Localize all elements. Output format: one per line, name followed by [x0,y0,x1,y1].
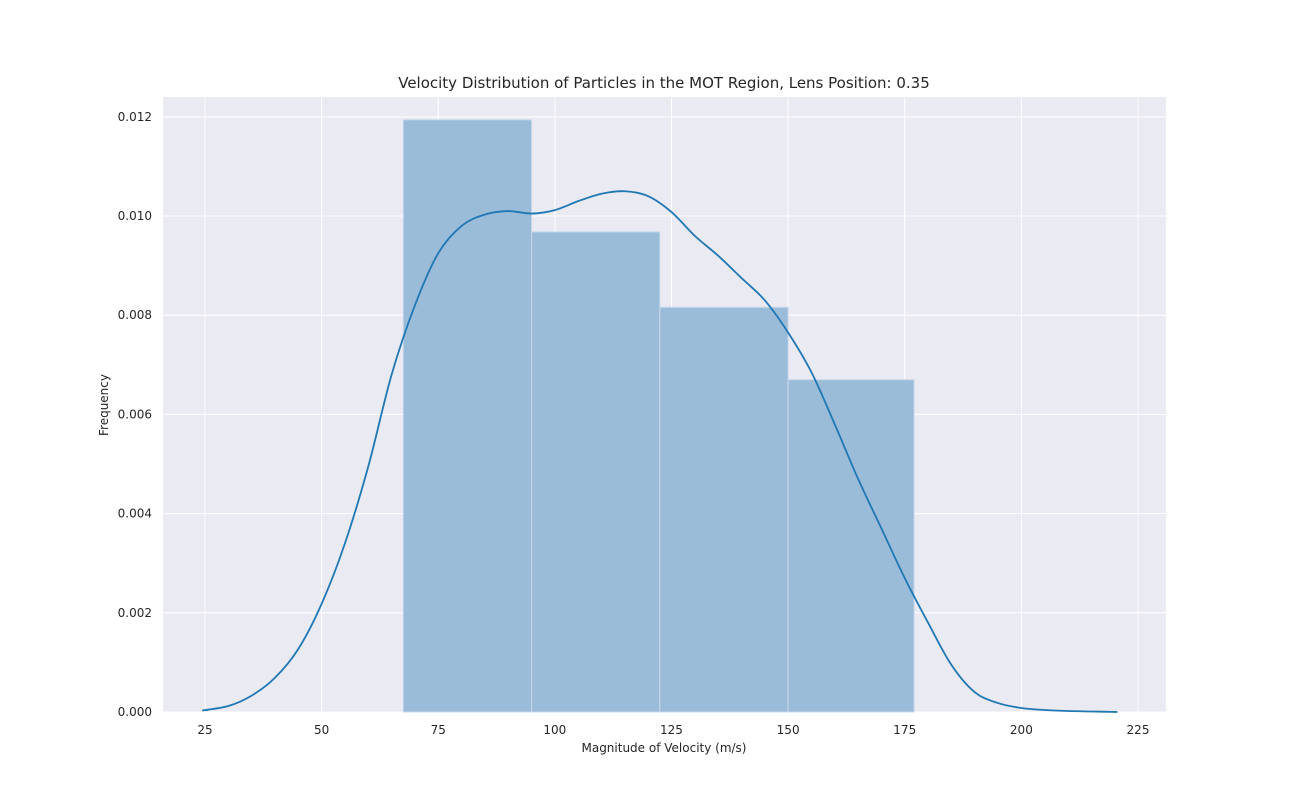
y-tick-labels: 0.000 0.002 0.004 0.006 0.008 0.010 0.012 [118,110,152,719]
histogram-bars [402,119,915,713]
y-tick-label: 0.000 [118,705,152,719]
x-tick-label: 150 [777,723,800,737]
x-tick-label: 125 [660,723,683,737]
x-tick-label: 75 [431,723,446,737]
y-tick-label: 0.010 [118,209,152,223]
x-tick-label: 225 [1127,723,1150,737]
x-tick-label: 175 [893,723,916,737]
y-tick-label: 0.008 [118,308,152,322]
y-tick-label: 0.002 [118,606,152,620]
y-tick-label: 0.012 [118,110,152,124]
histogram-bar [787,379,915,713]
x-tick-label: 200 [1010,723,1033,737]
y-axis-label: Frequency [97,374,111,436]
histogram-bar [531,231,661,713]
x-tick-label: 50 [314,723,329,737]
y-tick-label: 0.006 [118,407,152,421]
x-tick-labels: 25 50 75 100 125 150 175 200 225 [197,723,1149,737]
histogram-bar [402,119,533,713]
histogram-bar [659,306,789,713]
y-tick-label: 0.004 [118,507,152,521]
x-tick-label: 25 [197,723,212,737]
kde-curve [202,190,1118,713]
chart-title: Velocity Distribution of Particles in th… [398,74,930,92]
x-tick-label: 100 [543,723,566,737]
x-axis-label: Magnitude of Velocity (m/s) [581,741,746,755]
kde-curve-group [202,190,1118,713]
